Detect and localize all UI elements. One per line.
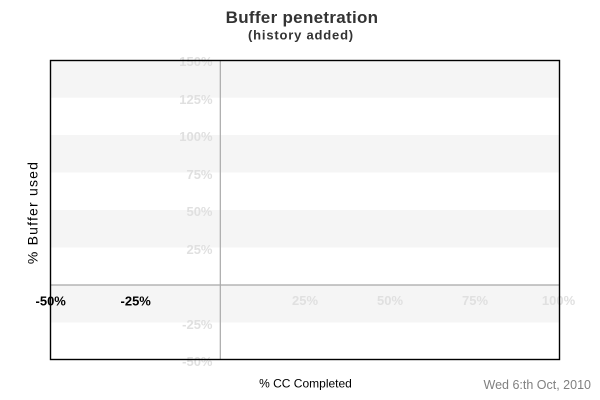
svg-text:100%: 100% (179, 129, 213, 144)
svg-text:25%: 25% (292, 293, 318, 308)
svg-text:Wed 6:th Oct, 2010: Wed 6:th Oct, 2010 (484, 378, 592, 392)
svg-text:100%: 100% (542, 293, 576, 308)
svg-text:125%: 125% (179, 92, 213, 107)
svg-text:-50%: -50% (182, 354, 213, 369)
svg-text:Buffer penetration: Buffer penetration (226, 8, 379, 27)
svg-text:25%: 25% (186, 242, 212, 257)
svg-text:(history added): (history added) (248, 28, 354, 43)
svg-text:150%: 150% (179, 54, 213, 69)
svg-text:-25%: -25% (182, 317, 213, 332)
svg-text:-25%: -25% (121, 294, 152, 309)
svg-text:% CC Completed: % CC Completed (259, 377, 352, 391)
svg-text:75%: 75% (462, 293, 488, 308)
svg-text:% Buffer used: % Buffer used (25, 161, 41, 264)
svg-text:50%: 50% (186, 204, 212, 219)
svg-text:75%: 75% (186, 167, 212, 182)
svg-text:-50%: -50% (36, 294, 67, 309)
svg-text:50%: 50% (377, 293, 403, 308)
